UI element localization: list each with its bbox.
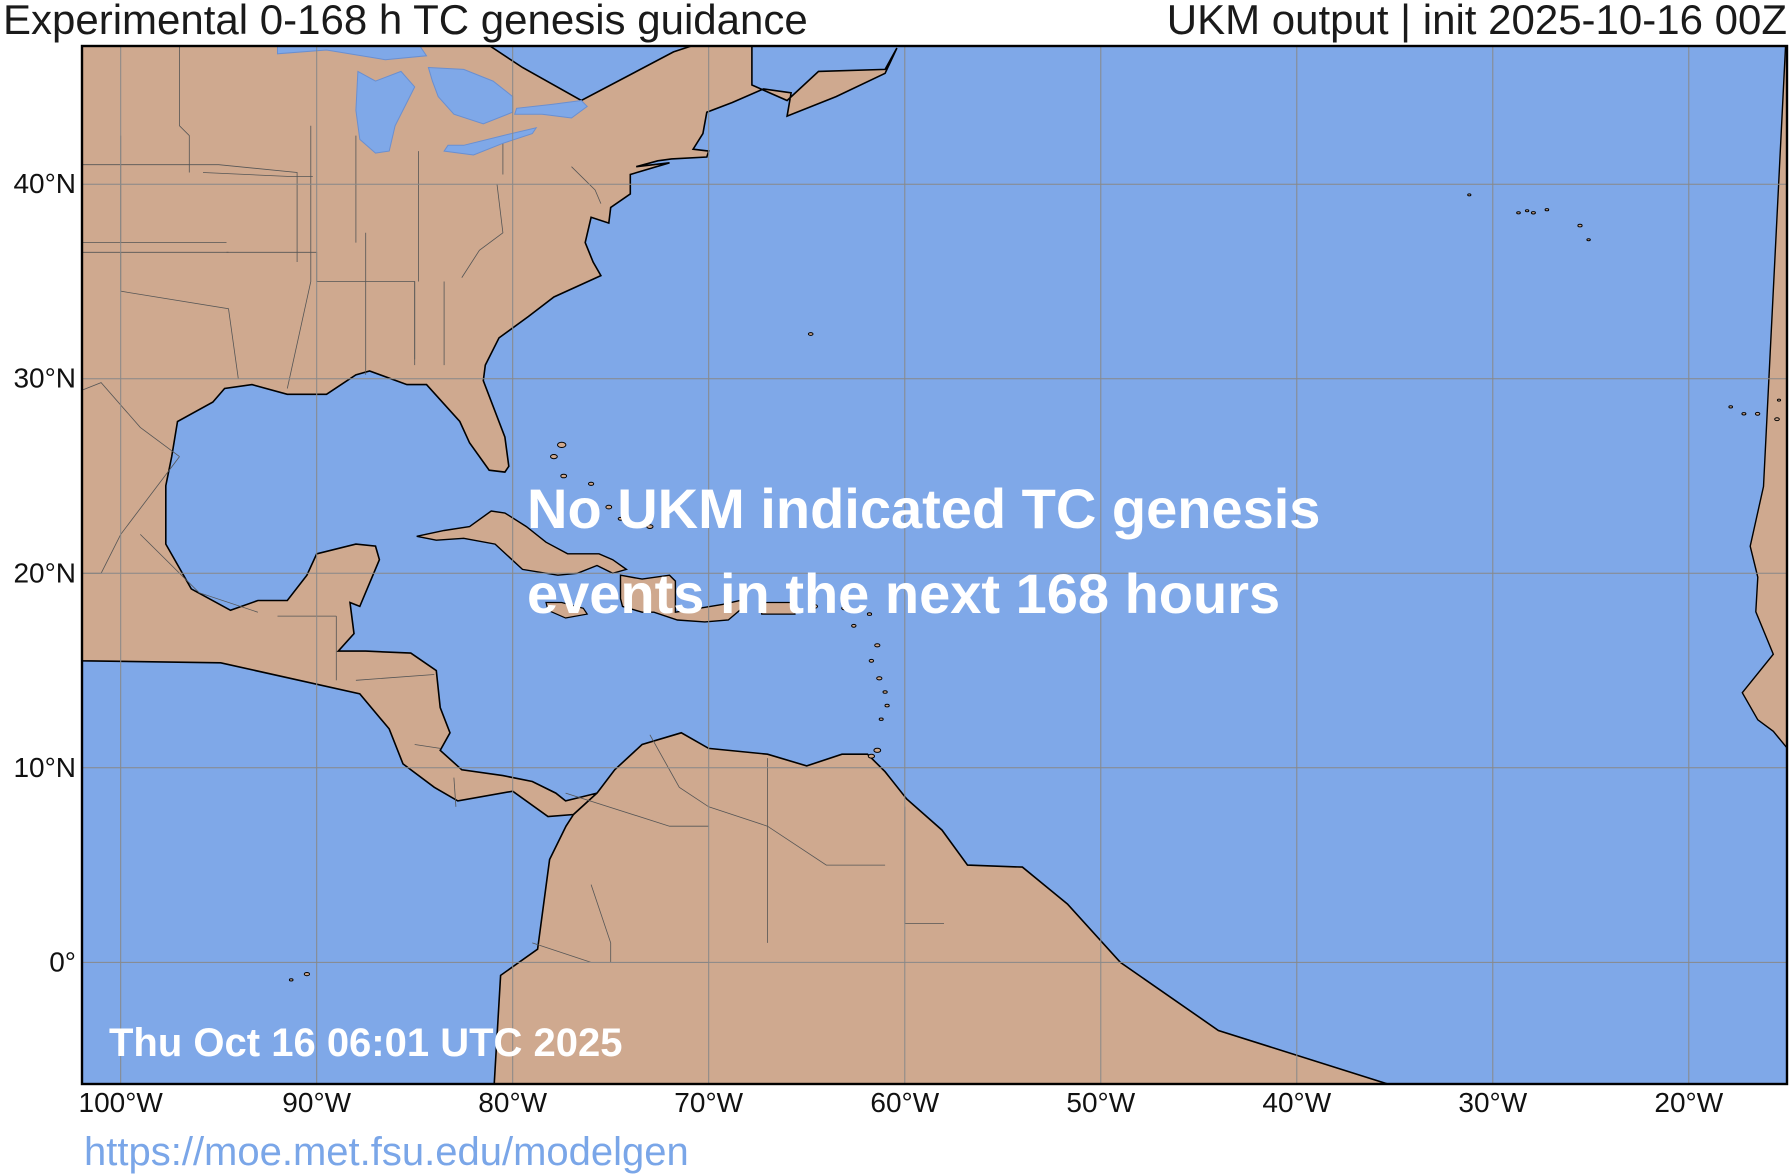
- svg-text:20°N: 20°N: [13, 557, 76, 588]
- svg-text:40°W: 40°W: [1262, 1087, 1331, 1118]
- svg-text:30°W: 30°W: [1458, 1087, 1527, 1118]
- svg-text:0°: 0°: [49, 946, 76, 977]
- svg-text:40°N: 40°N: [13, 168, 76, 199]
- svg-text:100°W: 100°W: [79, 1087, 164, 1118]
- svg-text:30°N: 30°N: [13, 363, 76, 394]
- svg-text:20°W: 20°W: [1654, 1087, 1723, 1118]
- svg-text:50°W: 50°W: [1066, 1087, 1135, 1118]
- svg-text:70°W: 70°W: [674, 1087, 743, 1118]
- svg-text:10°N: 10°N: [13, 752, 76, 783]
- svg-text:80°W: 80°W: [478, 1087, 547, 1118]
- svg-text:90°W: 90°W: [282, 1087, 351, 1118]
- svg-text:60°W: 60°W: [870, 1087, 939, 1118]
